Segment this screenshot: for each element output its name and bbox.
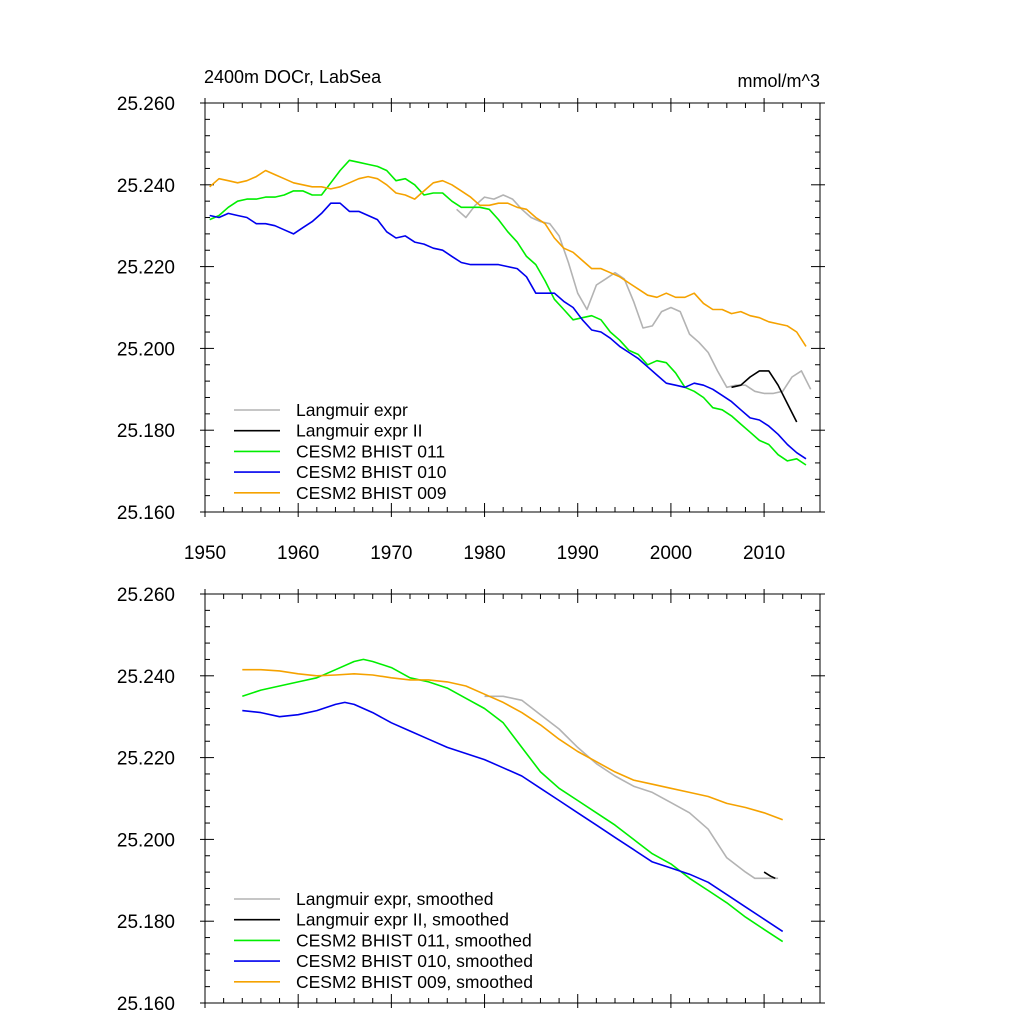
bottom-panel: 25.160 25.180 25.200 25.220 25.240 25.260 Lang… (117, 585, 825, 1015)
y-tick-label: 25.220 (117, 258, 175, 279)
chart-title: 2400m DOCr, LabSea (204, 67, 382, 87)
bottom-plot-area: 25.160 25.180 25.200 25.220 25.240 25.260 Lang… (117, 585, 825, 1015)
legend-label: CESM2 BHIST 010, smoothed (296, 951, 533, 971)
series-line-langmuir-expr-ii-smoothed (763, 871, 776, 880)
top-panel: 2400m DOCr, LabSea mmol/m^3 25.160 25.180… (117, 67, 825, 564)
x-tick-label: 1990 (557, 543, 599, 564)
top-x-ticks: 1950 1960 1970 1980 1990 2000 2010 (184, 98, 802, 564)
legend-label: Langmuir expr, smoothed (296, 889, 493, 909)
y-tick-label: 25.160 (117, 503, 175, 524)
legend-label: Langmuir expr II, smoothed (296, 910, 509, 930)
y-tick-label: 25.220 (117, 749, 175, 770)
legend-label: CESM2 BHIST 009 (296, 483, 446, 503)
x-tick-label: 2010 (743, 543, 785, 564)
y-tick-label: 25.200 (117, 830, 175, 851)
x-tick-label: 1980 (463, 543, 505, 564)
series-line-cesm2-bhist-009 (209, 169, 807, 347)
series-line-cesm2-bhist-011 (209, 159, 807, 466)
series-line-langmuir-expr-ii (731, 370, 798, 423)
series-line-langmuir-expr (456, 194, 812, 395)
y-tick-label: 25.260 (117, 585, 175, 606)
bottom-plot-frame (204, 593, 821, 1004)
bottom-x-ticks (204, 589, 802, 1008)
x-tick-label: 1950 (184, 543, 226, 564)
series-line-langmuir-expr-smoothed (484, 695, 779, 880)
x-tick-label: 1970 (370, 543, 412, 564)
x-tick-label: 1960 (277, 543, 319, 564)
top-plot-area: 25.160 25.180 25.200 25.220 25.240 25.260 1950… (117, 94, 825, 564)
legend-label: CESM2 BHIST 011, smoothed (296, 930, 532, 950)
y-tick-label: 25.240 (117, 176, 175, 197)
top-plot-frame (204, 102, 821, 513)
legend-label: Langmuir expr (296, 400, 408, 420)
y-tick-label: 25.180 (117, 912, 175, 933)
y-tick-label: 25.260 (117, 94, 175, 115)
y-tick-label: 25.200 (117, 339, 175, 360)
x-tick-label: 2000 (650, 543, 692, 564)
series-line-cesm2-bhist-009-smoothed (242, 668, 783, 821)
y-tick-label: 25.240 (117, 667, 175, 688)
legend-label: Langmuir expr II (296, 421, 422, 441)
bottom-y-ticks: 25.160 25.180 25.200 25.220 25.240 25.260 (117, 585, 825, 1015)
legend-label: CESM2 BHIST 010 (296, 462, 447, 482)
series-line-cesm2-bhist-010 (209, 202, 807, 460)
legend-label: CESM2 BHIST 009, smoothed (296, 972, 533, 992)
y-tick-label: 25.160 (117, 994, 175, 1015)
units-label: mmol/m^3 (738, 71, 820, 91)
top-y-ticks: 25.160 25.180 25.200 25.220 25.240 25.260 (117, 94, 825, 524)
series-line-cesm2-bhist-010-smoothed (242, 701, 784, 933)
series-line-cesm2-bhist-011-smoothed (242, 658, 784, 943)
legend-label: CESM2 BHIST 011 (296, 441, 445, 461)
y-tick-label: 25.180 (117, 421, 175, 442)
